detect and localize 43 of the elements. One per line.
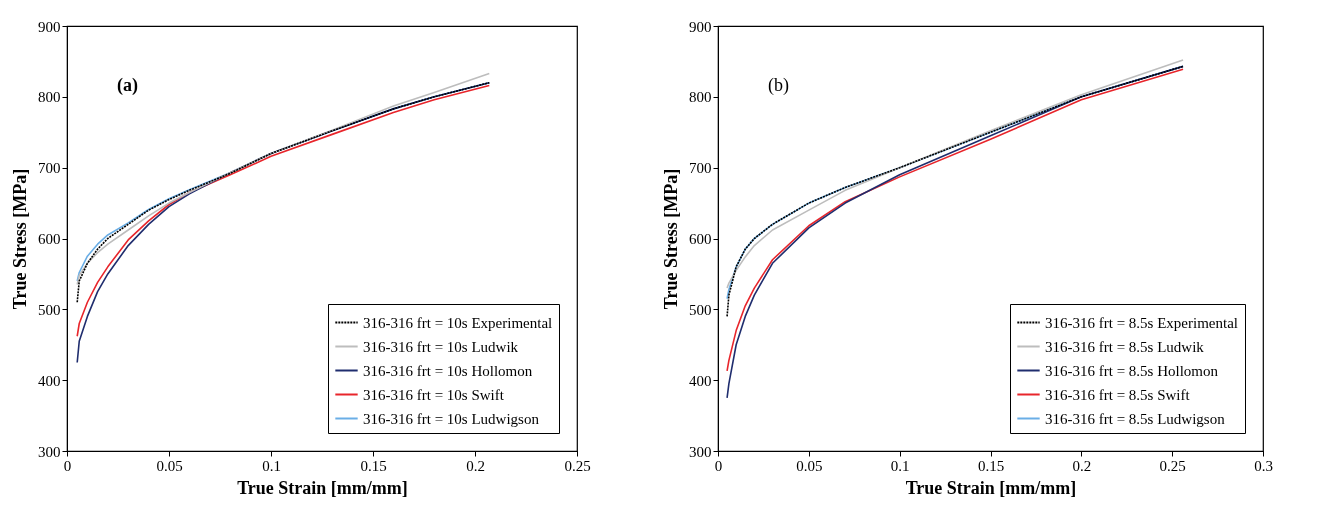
y-tick-label: 600 xyxy=(38,231,61,247)
legend-label: 316-316 frt = 8.5s Ludwigson xyxy=(1045,410,1226,427)
y-tick-label: 500 xyxy=(689,301,712,318)
legend-label: 316-316 frt = 8.5s Ludwik xyxy=(1045,338,1205,355)
legend-label: 316-316 frt = 10s Swift xyxy=(363,386,505,403)
y-axis-title: True Stress [MPa] xyxy=(661,168,681,310)
legend-label: 316-316 frt = 10s Experimental xyxy=(363,314,553,331)
x-axis-title: True Strain [mm/mm] xyxy=(237,477,408,498)
x-tick-label: 0.2 xyxy=(1072,457,1092,474)
x-tick-label: 0.25 xyxy=(564,457,591,474)
x-tick-label: 0 xyxy=(714,457,723,474)
y-axis-title: True Stress [MPa] xyxy=(10,168,30,310)
x-tick-label: 0.1 xyxy=(890,457,910,474)
x-tick-label: 0.1 xyxy=(262,457,281,474)
y-tick-label: 500 xyxy=(38,301,61,318)
x-tick-label: 0 xyxy=(63,457,72,474)
x-tick-label: 0.2 xyxy=(466,457,485,474)
x-axis-title: True Strain [mm/mm] xyxy=(905,477,1077,498)
y-tick-label: 300 xyxy=(38,443,61,460)
legend-label: 316-316 frt = 10s Ludwigson xyxy=(363,410,540,427)
x-tick-label: 0.3 xyxy=(1254,457,1273,474)
y-tick-label: 400 xyxy=(38,372,61,389)
legend-label: 316-316 frt = 10s Ludwik xyxy=(363,338,519,355)
y-tick-label: 700 xyxy=(38,160,61,177)
legend-label: 316-316 frt = 8.5s Hollomon xyxy=(1045,362,1219,379)
y-tick-label: 700 xyxy=(689,160,712,177)
x-tick-label: 0.05 xyxy=(796,457,823,474)
y-tick-label: 400 xyxy=(689,372,712,389)
y-tick-label: 800 xyxy=(689,89,712,106)
y-tick-label: 300 xyxy=(689,443,712,460)
y-tick-label: 900 xyxy=(38,18,61,35)
legend-label: 316-316 frt = 8.5s Swift xyxy=(1045,386,1191,403)
annotation: (b) xyxy=(768,75,789,96)
y-tick-label: 600 xyxy=(689,231,712,247)
y-tick-label: 900 xyxy=(689,18,712,35)
x-tick-label: 0.25 xyxy=(1159,457,1186,474)
legend-label: 316-316 frt = 10s Hollomon xyxy=(363,362,533,379)
x-tick-label: 0.15 xyxy=(360,457,387,474)
x-tick-label: 0.05 xyxy=(156,457,183,474)
y-tick-label: 800 xyxy=(38,89,61,106)
x-tick-label: 0.15 xyxy=(977,457,1005,474)
legend-label: 316-316 frt = 8.5s Experimental xyxy=(1045,314,1239,331)
annotation: (a) xyxy=(117,75,138,96)
